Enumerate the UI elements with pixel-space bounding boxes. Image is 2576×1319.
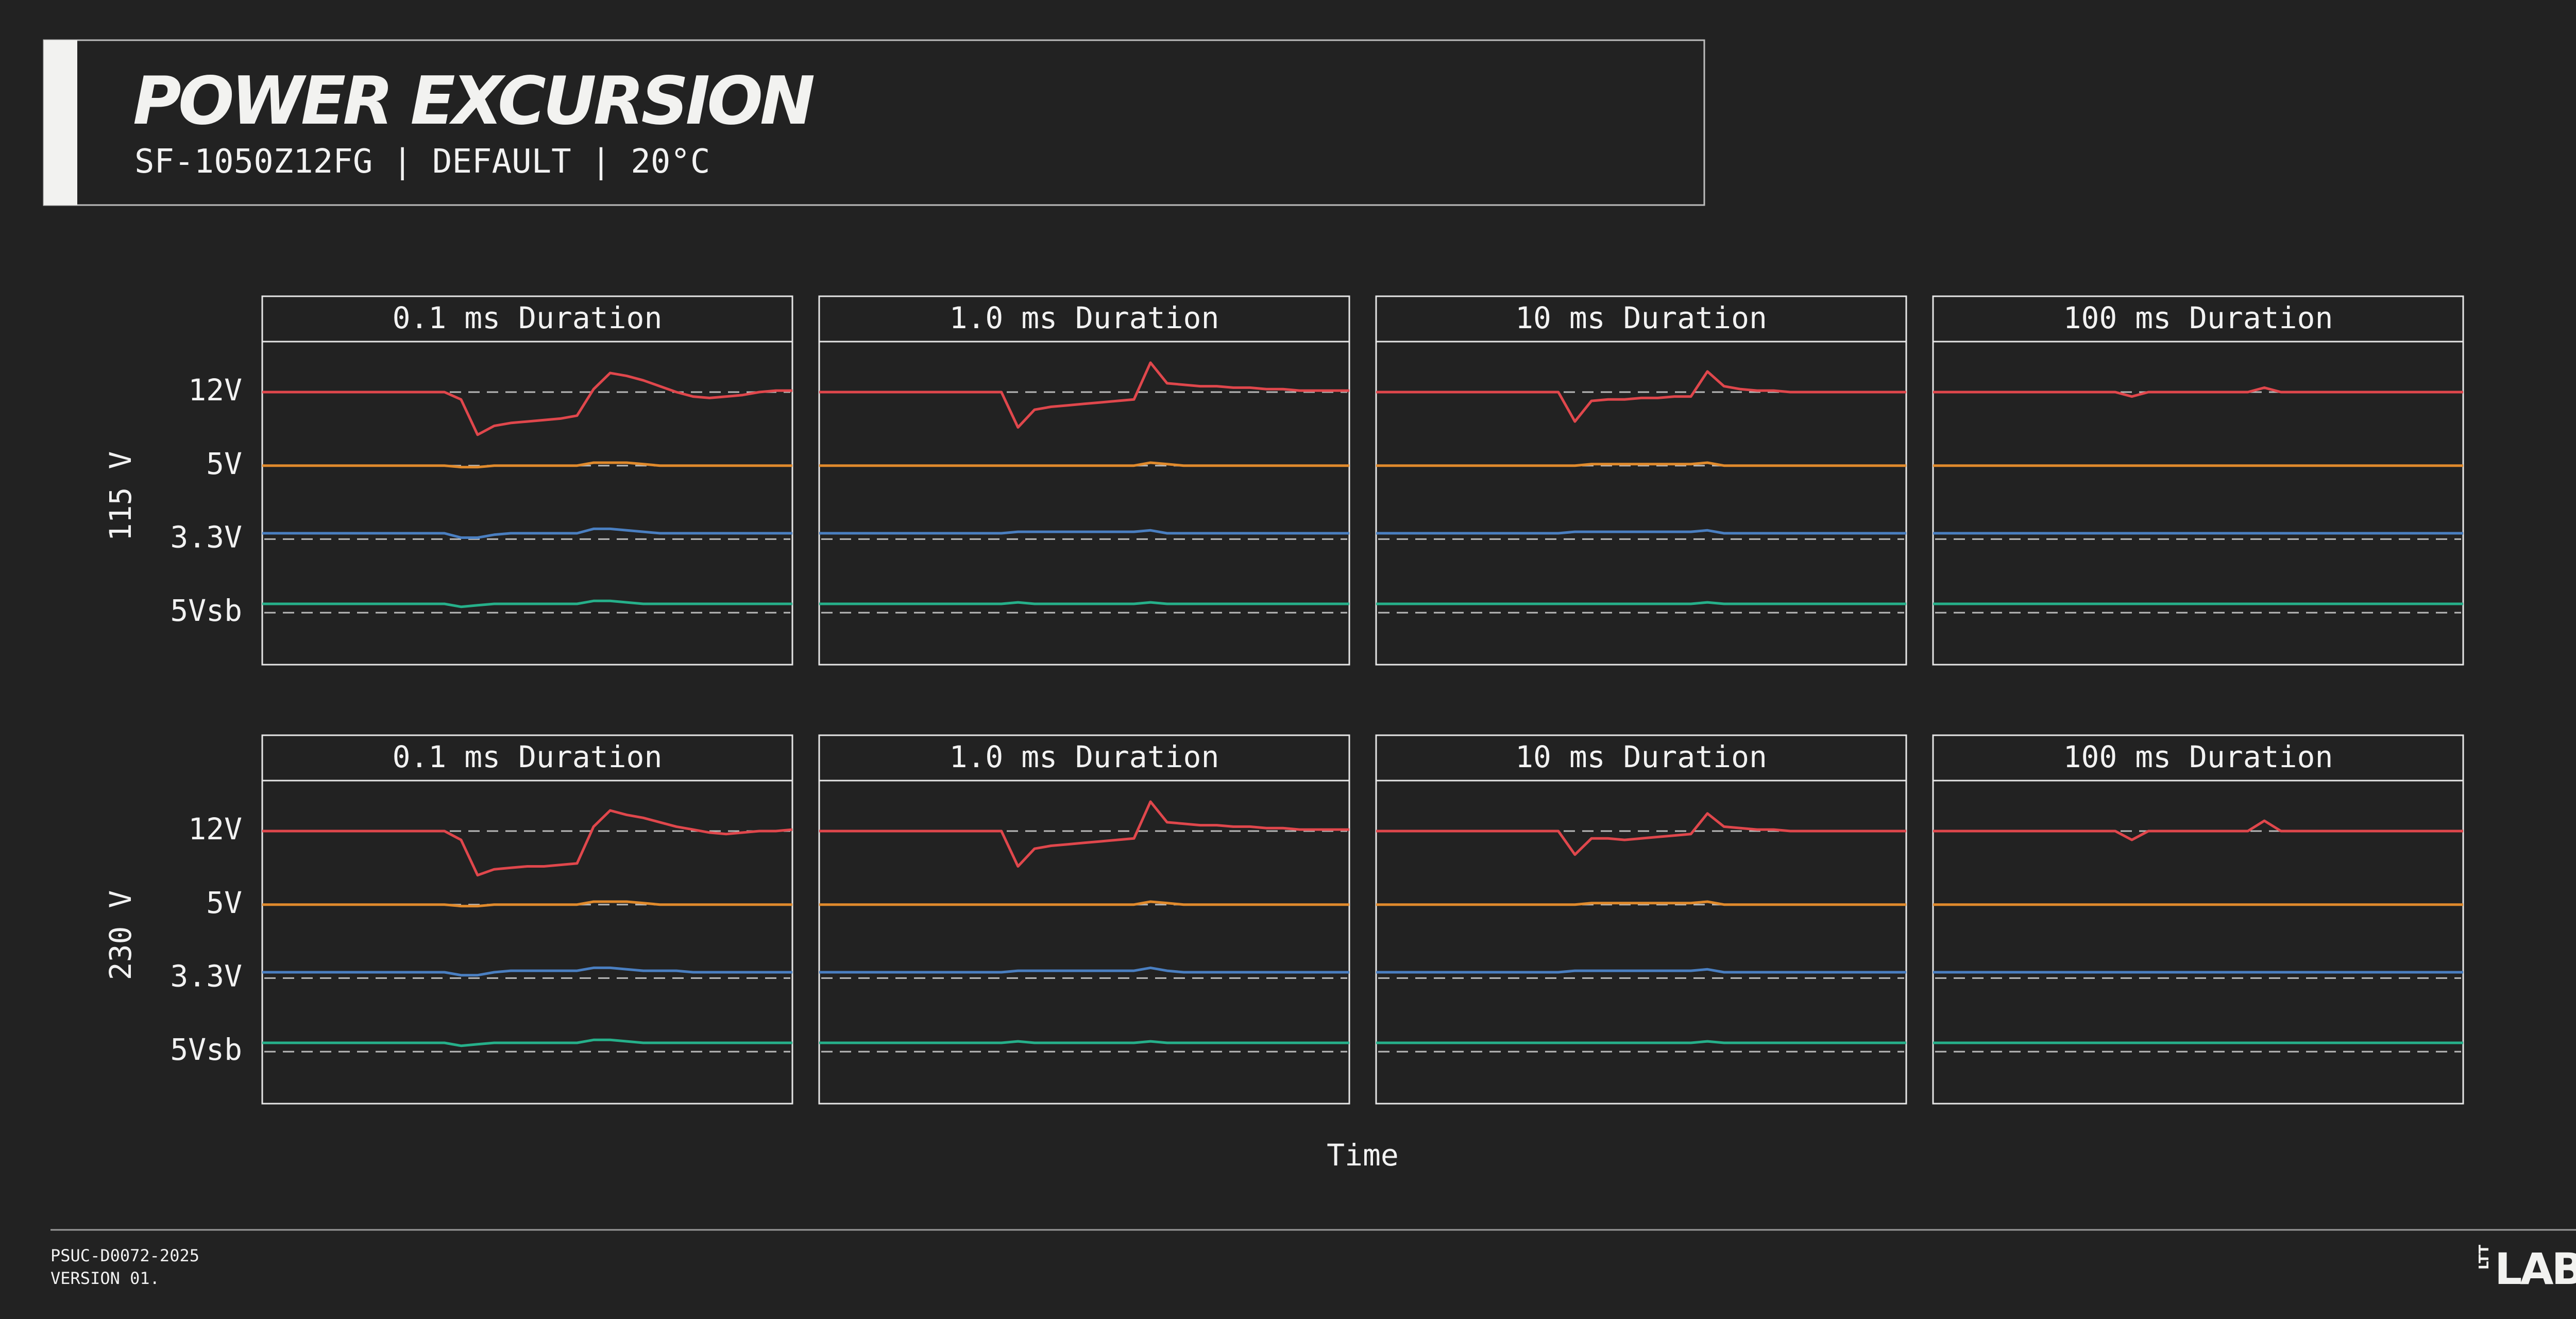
panel-frame: [261, 780, 793, 1105]
trace: [819, 900, 1349, 906]
trace: [262, 599, 792, 608]
logo-small: LTT: [2477, 1245, 2492, 1270]
trace: [819, 1040, 1349, 1044]
lane-label: 3.3V: [170, 520, 242, 555]
trace: [262, 371, 792, 436]
panel-title: 100 ms Duration: [2063, 739, 2333, 774]
trace: [819, 601, 1349, 605]
y-axis-label: 230 V: [103, 890, 138, 980]
panel-title: 0.1 ms Duration: [393, 739, 663, 774]
trace: [262, 461, 792, 469]
trace: [1376, 529, 1906, 535]
trace: [1376, 461, 1906, 467]
lane-label: 12V: [188, 811, 242, 847]
lane-label: 5Vsb: [170, 1032, 242, 1067]
panel-frame: [261, 341, 793, 666]
header-accent: [44, 40, 77, 205]
trace: [262, 966, 792, 977]
footer-version: VERSION 01.: [50, 1269, 160, 1288]
trace: [819, 361, 1349, 429]
trace: [819, 529, 1349, 535]
logo: LABS: [2495, 1244, 2576, 1294]
lane-label: 12V: [188, 373, 242, 408]
footer-code: PSUC-D0072-2025: [50, 1246, 199, 1265]
lane-label: 3.3V: [170, 959, 242, 994]
trace: [262, 1038, 792, 1047]
trace: [819, 461, 1349, 467]
panel-frame: [1932, 341, 2464, 666]
page-subtitle: SF-1050Z12FG | DEFAULT | 20°C: [134, 143, 710, 181]
panel-title: 10 ms Duration: [1515, 739, 1767, 774]
trace: [1376, 812, 1906, 856]
trace: [262, 900, 792, 908]
trace: [262, 527, 792, 539]
panel-title: 1.0 ms Duration: [950, 300, 1219, 335]
trace: [1376, 900, 1906, 906]
trace: [1376, 601, 1906, 605]
panel-title: 0.1 ms Duration: [393, 300, 663, 335]
panel-frame: [818, 780, 1350, 1105]
trace: [819, 966, 1349, 974]
trace: [1376, 1040, 1906, 1044]
trace: [1933, 819, 2463, 841]
panel-frame: [1932, 780, 2464, 1105]
trace: [262, 809, 793, 877]
lane-label: 5V: [206, 446, 242, 481]
trace: [1376, 968, 1906, 974]
lane-label: 5Vsb: [170, 593, 242, 628]
panel-title: 10 ms Duration: [1515, 300, 1767, 335]
panel-title: 1.0 ms Duration: [950, 739, 1219, 774]
panel-frame: [818, 341, 1350, 666]
panel-title: 100 ms Duration: [2063, 300, 2333, 335]
panel-frame: [1375, 780, 1907, 1105]
x-axis-label: Time: [1327, 1138, 1399, 1173]
trace: [1376, 370, 1906, 423]
panel-frame: [1375, 341, 1907, 666]
lane-label: 5V: [206, 885, 242, 920]
trace: [1933, 386, 2463, 398]
y-axis-label: 115 V: [103, 451, 138, 542]
page-title: POWER EXCURSION: [133, 63, 814, 140]
trace: [819, 800, 1349, 868]
